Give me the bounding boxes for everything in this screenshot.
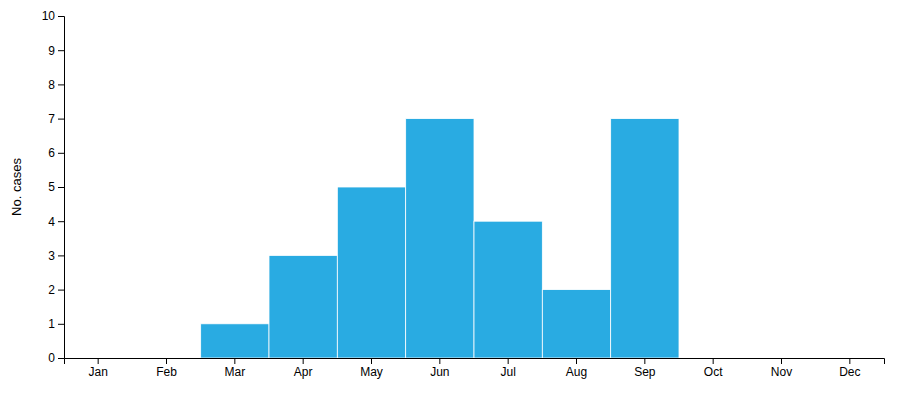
x-tick-mark xyxy=(166,358,167,364)
marks xyxy=(201,119,679,358)
x-tick: Aug xyxy=(566,358,587,379)
x-tick: Oct xyxy=(704,358,723,379)
x-tick: Jul xyxy=(500,358,515,379)
x-tick-mark xyxy=(644,358,645,364)
bar xyxy=(269,255,337,358)
x-tick-mark xyxy=(849,358,850,364)
bar xyxy=(816,358,884,359)
x-tick-mark xyxy=(713,358,714,364)
y-tick: 5 xyxy=(48,180,64,194)
chart: Jan Feb Mar Apr May Jun Jul Aug Sep Oct Nov Dec 0 1 2 3… xyxy=(0,0,900,398)
x-tick: Sep xyxy=(634,358,656,379)
y-tick-mark xyxy=(58,255,64,256)
y-tick: 2 xyxy=(48,283,64,297)
x-tick-label: Aug xyxy=(566,365,587,379)
y-tick-mark xyxy=(58,153,64,154)
bar xyxy=(64,358,132,359)
bar xyxy=(611,119,679,358)
bar xyxy=(679,358,747,359)
plot: Jan Feb Mar Apr May Jun Jul Aug Sep Oct Nov Dec 0 1 2 3… xyxy=(42,9,885,378)
x-tick-label: Nov xyxy=(771,365,792,379)
x-tick-mark xyxy=(303,358,304,364)
bar xyxy=(474,221,542,358)
x-tick-label: Jul xyxy=(500,365,515,379)
x-tick: Mar xyxy=(224,358,245,379)
x-axis: Jan Feb Mar Apr May Jun Jul Aug Sep Oct Nov Dec xyxy=(65,358,885,379)
y-tick-mark xyxy=(58,221,64,222)
y-tick: 3 xyxy=(48,249,64,263)
y-tick-mark xyxy=(58,358,64,359)
x-tick-mark xyxy=(98,358,99,364)
y-tick-label: 5 xyxy=(48,180,55,194)
x-tick-label: Feb xyxy=(156,365,177,379)
y-tick: 1 xyxy=(48,317,64,331)
y-tick: 6 xyxy=(48,146,64,160)
y-tick-mark xyxy=(58,290,64,291)
y-tick-label: 4 xyxy=(48,215,55,229)
y-tick-label: 7 xyxy=(48,112,55,126)
x-tick-label: Apr xyxy=(294,365,313,379)
y-tick-mark xyxy=(58,187,64,188)
x-tick-label: Sep xyxy=(634,365,656,379)
x-tick: May xyxy=(360,358,383,379)
y-tick-mark xyxy=(58,16,64,17)
x-tick-label: Mar xyxy=(224,365,245,379)
x-tick: Dec xyxy=(839,358,860,379)
x-tick-mark xyxy=(576,358,577,364)
y-tick-label: 10 xyxy=(42,9,56,23)
x-tick-label: Jan xyxy=(88,365,107,379)
bar xyxy=(542,290,610,358)
y-axis: 0 1 2 3 4 5 6 7 8 9 10 xyxy=(42,9,65,365)
y-tick: 0 xyxy=(48,351,64,365)
x-tick: Jun xyxy=(430,358,449,379)
x-tick: Nov xyxy=(771,358,792,379)
y-tick: 9 xyxy=(48,44,64,58)
y-tick-mark xyxy=(58,119,64,120)
y-tick-label: 6 xyxy=(48,146,55,160)
y-tick-mark xyxy=(58,50,64,51)
x-tick-mark xyxy=(781,358,782,364)
x-tick-mark xyxy=(439,358,440,364)
bar xyxy=(132,358,200,359)
y-tick-mark xyxy=(58,84,64,85)
y-axis-title: No. cases xyxy=(9,158,24,216)
y-axis-line xyxy=(58,17,65,359)
x-axis-line xyxy=(65,359,885,365)
bar xyxy=(747,358,815,359)
x-tick-label: May xyxy=(360,365,383,379)
y-tick-mark xyxy=(58,324,64,325)
bar xyxy=(337,187,405,358)
x-tick: Jan xyxy=(88,358,107,379)
x-tick: Feb xyxy=(156,358,177,379)
bar xyxy=(201,324,269,358)
y-tick: 8 xyxy=(48,78,64,92)
y-tick: 10 xyxy=(42,9,64,23)
x-tick-mark xyxy=(234,358,235,364)
x-tick: Apr xyxy=(294,358,313,379)
y-tick-label: 1 xyxy=(48,317,55,331)
bar xyxy=(406,119,474,358)
y-tick-label: 9 xyxy=(48,44,55,58)
y-tick-label: 8 xyxy=(48,78,55,92)
x-tick-label: Jun xyxy=(430,365,449,379)
y-tick-label: 2 xyxy=(48,283,55,297)
x-tick-label: Oct xyxy=(704,365,723,379)
x-tick-mark xyxy=(508,358,509,364)
x-tick-label: Dec xyxy=(839,365,860,379)
y-tick: 7 xyxy=(48,112,64,126)
y-tick-label: 3 xyxy=(48,249,55,263)
y-tick: 4 xyxy=(48,215,64,229)
x-tick-mark xyxy=(371,358,372,364)
y-tick-label: 0 xyxy=(48,351,55,365)
